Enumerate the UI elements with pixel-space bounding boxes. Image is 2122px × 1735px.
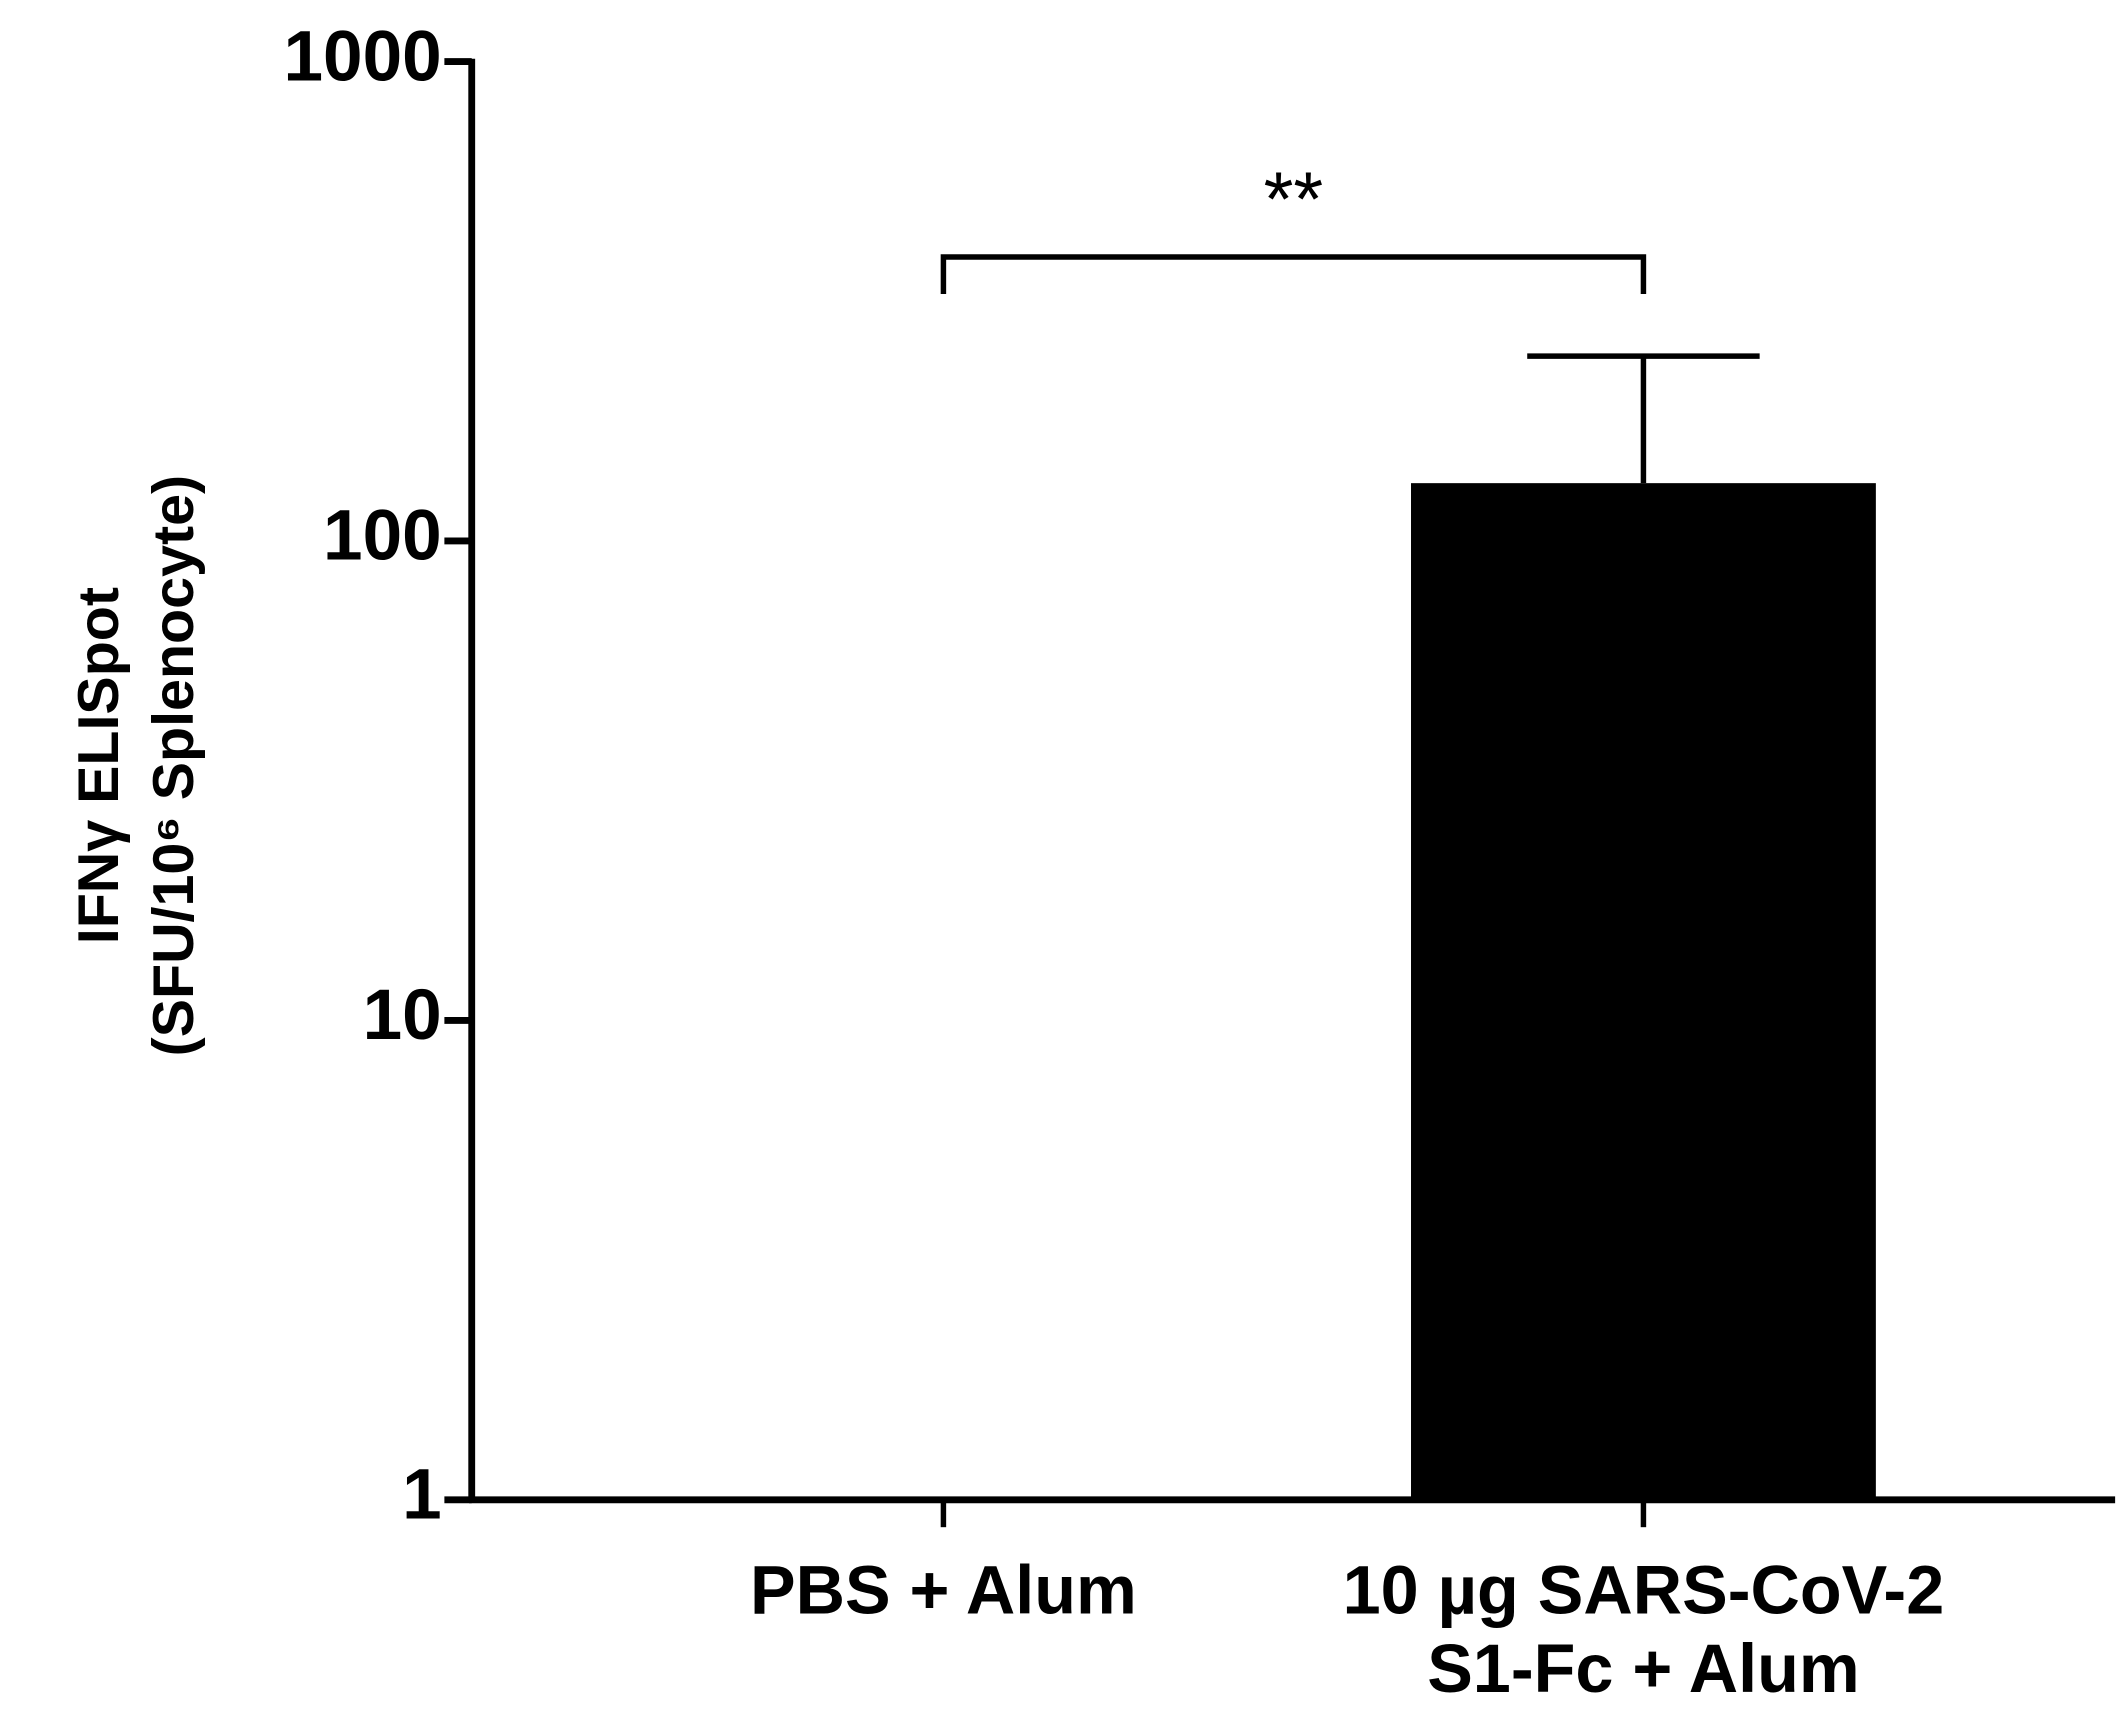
significance-label: **: [1264, 157, 1324, 242]
y-tick-label: 1000: [284, 17, 442, 96]
x-tick-label: PBS + Alum: [750, 1553, 1137, 1629]
y-tick-label: 10: [363, 976, 442, 1055]
x-tick-label: 10 µg SARS-CoV-2 S1-Fc + Alum: [1343, 1553, 1945, 1708]
y-axis-label: (SFU/10⁶ Splenocyte): [142, 475, 206, 1056]
error-bar: [1527, 353, 1760, 484]
bar: [1411, 483, 1876, 1500]
y-tick-label: 100: [323, 497, 442, 576]
y-axis-label: IFNγ ELISpot: [67, 587, 131, 944]
significance-bracket: [940, 254, 1647, 294]
y-tick-label: 1: [402, 1456, 442, 1535]
